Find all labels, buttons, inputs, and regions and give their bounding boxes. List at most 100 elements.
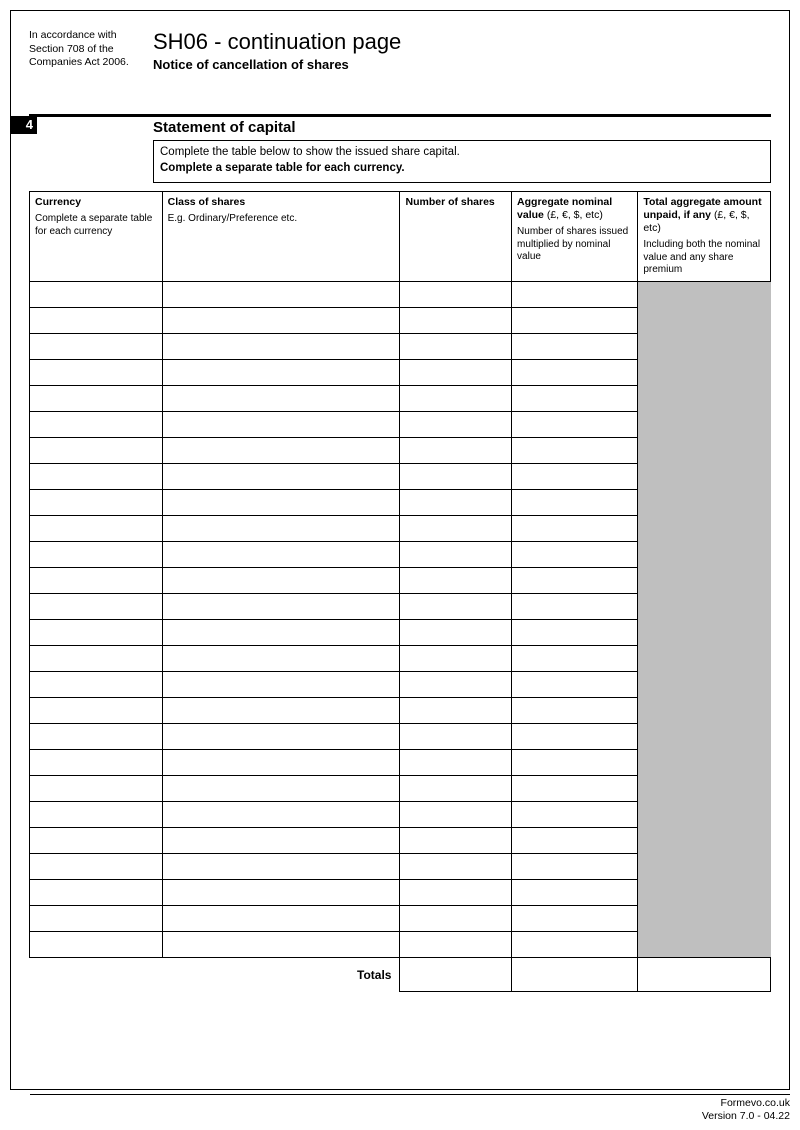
- currency-cell[interactable]: [30, 385, 163, 411]
- aggregate-cell[interactable]: [512, 697, 638, 723]
- currency-cell[interactable]: [30, 593, 163, 619]
- number-cell[interactable]: [400, 775, 512, 801]
- aggregate-cell[interactable]: [512, 463, 638, 489]
- currency-cell[interactable]: [30, 541, 163, 567]
- class-cell[interactable]: [162, 827, 400, 853]
- aggregate-cell[interactable]: [512, 593, 638, 619]
- currency-cell[interactable]: [30, 749, 163, 775]
- aggregate-cell[interactable]: [512, 567, 638, 593]
- class-cell[interactable]: [162, 905, 400, 931]
- number-cell[interactable]: [400, 567, 512, 593]
- currency-cell[interactable]: [30, 489, 163, 515]
- class-cell[interactable]: [162, 645, 400, 671]
- number-cell[interactable]: [400, 905, 512, 931]
- currency-cell[interactable]: [30, 671, 163, 697]
- aggregate-cell[interactable]: [512, 879, 638, 905]
- totals-unpaid-cell[interactable]: [638, 957, 771, 991]
- number-cell[interactable]: [400, 645, 512, 671]
- aggregate-cell[interactable]: [512, 645, 638, 671]
- currency-cell[interactable]: [30, 359, 163, 385]
- aggregate-cell[interactable]: [512, 775, 638, 801]
- currency-cell[interactable]: [30, 281, 163, 307]
- class-cell[interactable]: [162, 463, 400, 489]
- number-cell[interactable]: [400, 463, 512, 489]
- aggregate-cell[interactable]: [512, 931, 638, 957]
- number-cell[interactable]: [400, 437, 512, 463]
- aggregate-cell[interactable]: [512, 385, 638, 411]
- number-cell[interactable]: [400, 671, 512, 697]
- number-cell[interactable]: [400, 411, 512, 437]
- class-cell[interactable]: [162, 515, 400, 541]
- class-cell[interactable]: [162, 411, 400, 437]
- class-cell[interactable]: [162, 879, 400, 905]
- aggregate-cell[interactable]: [512, 359, 638, 385]
- number-cell[interactable]: [400, 541, 512, 567]
- currency-cell[interactable]: [30, 879, 163, 905]
- currency-cell[interactable]: [30, 697, 163, 723]
- class-cell[interactable]: [162, 697, 400, 723]
- totals-number-cell[interactable]: [400, 957, 512, 991]
- number-cell[interactable]: [400, 281, 512, 307]
- number-cell[interactable]: [400, 827, 512, 853]
- currency-cell[interactable]: [30, 411, 163, 437]
- aggregate-cell[interactable]: [512, 671, 638, 697]
- currency-cell[interactable]: [30, 333, 163, 359]
- aggregate-cell[interactable]: [512, 801, 638, 827]
- currency-cell[interactable]: [30, 827, 163, 853]
- class-cell[interactable]: [162, 359, 400, 385]
- currency-cell[interactable]: [30, 723, 163, 749]
- aggregate-cell[interactable]: [512, 411, 638, 437]
- number-cell[interactable]: [400, 931, 512, 957]
- currency-cell[interactable]: [30, 853, 163, 879]
- aggregate-cell[interactable]: [512, 619, 638, 645]
- number-cell[interactable]: [400, 853, 512, 879]
- class-cell[interactable]: [162, 619, 400, 645]
- number-cell[interactable]: [400, 801, 512, 827]
- number-cell[interactable]: [400, 749, 512, 775]
- class-cell[interactable]: [162, 801, 400, 827]
- class-cell[interactable]: [162, 437, 400, 463]
- class-cell[interactable]: [162, 749, 400, 775]
- class-cell[interactable]: [162, 853, 400, 879]
- aggregate-cell[interactable]: [512, 541, 638, 567]
- number-cell[interactable]: [400, 723, 512, 749]
- class-cell[interactable]: [162, 385, 400, 411]
- currency-cell[interactable]: [30, 437, 163, 463]
- currency-cell[interactable]: [30, 307, 163, 333]
- number-cell[interactable]: [400, 385, 512, 411]
- currency-cell[interactable]: [30, 775, 163, 801]
- aggregate-cell[interactable]: [512, 723, 638, 749]
- aggregate-cell[interactable]: [512, 749, 638, 775]
- aggregate-cell[interactable]: [512, 333, 638, 359]
- aggregate-cell[interactable]: [512, 515, 638, 541]
- aggregate-cell[interactable]: [512, 307, 638, 333]
- number-cell[interactable]: [400, 697, 512, 723]
- aggregate-cell[interactable]: [512, 853, 638, 879]
- aggregate-cell[interactable]: [512, 489, 638, 515]
- number-cell[interactable]: [400, 879, 512, 905]
- class-cell[interactable]: [162, 723, 400, 749]
- number-cell[interactable]: [400, 359, 512, 385]
- currency-cell[interactable]: [30, 801, 163, 827]
- number-cell[interactable]: [400, 307, 512, 333]
- currency-cell[interactable]: [30, 645, 163, 671]
- class-cell[interactable]: [162, 541, 400, 567]
- aggregate-cell[interactable]: [512, 437, 638, 463]
- aggregate-cell[interactable]: [512, 905, 638, 931]
- number-cell[interactable]: [400, 515, 512, 541]
- class-cell[interactable]: [162, 567, 400, 593]
- class-cell[interactable]: [162, 775, 400, 801]
- class-cell[interactable]: [162, 489, 400, 515]
- class-cell[interactable]: [162, 307, 400, 333]
- currency-cell[interactable]: [30, 567, 163, 593]
- class-cell[interactable]: [162, 931, 400, 957]
- aggregate-cell[interactable]: [512, 281, 638, 307]
- aggregate-cell[interactable]: [512, 827, 638, 853]
- class-cell[interactable]: [162, 333, 400, 359]
- currency-cell[interactable]: [30, 515, 163, 541]
- currency-cell[interactable]: [30, 463, 163, 489]
- class-cell[interactable]: [162, 281, 400, 307]
- currency-cell[interactable]: [30, 619, 163, 645]
- number-cell[interactable]: [400, 333, 512, 359]
- number-cell[interactable]: [400, 619, 512, 645]
